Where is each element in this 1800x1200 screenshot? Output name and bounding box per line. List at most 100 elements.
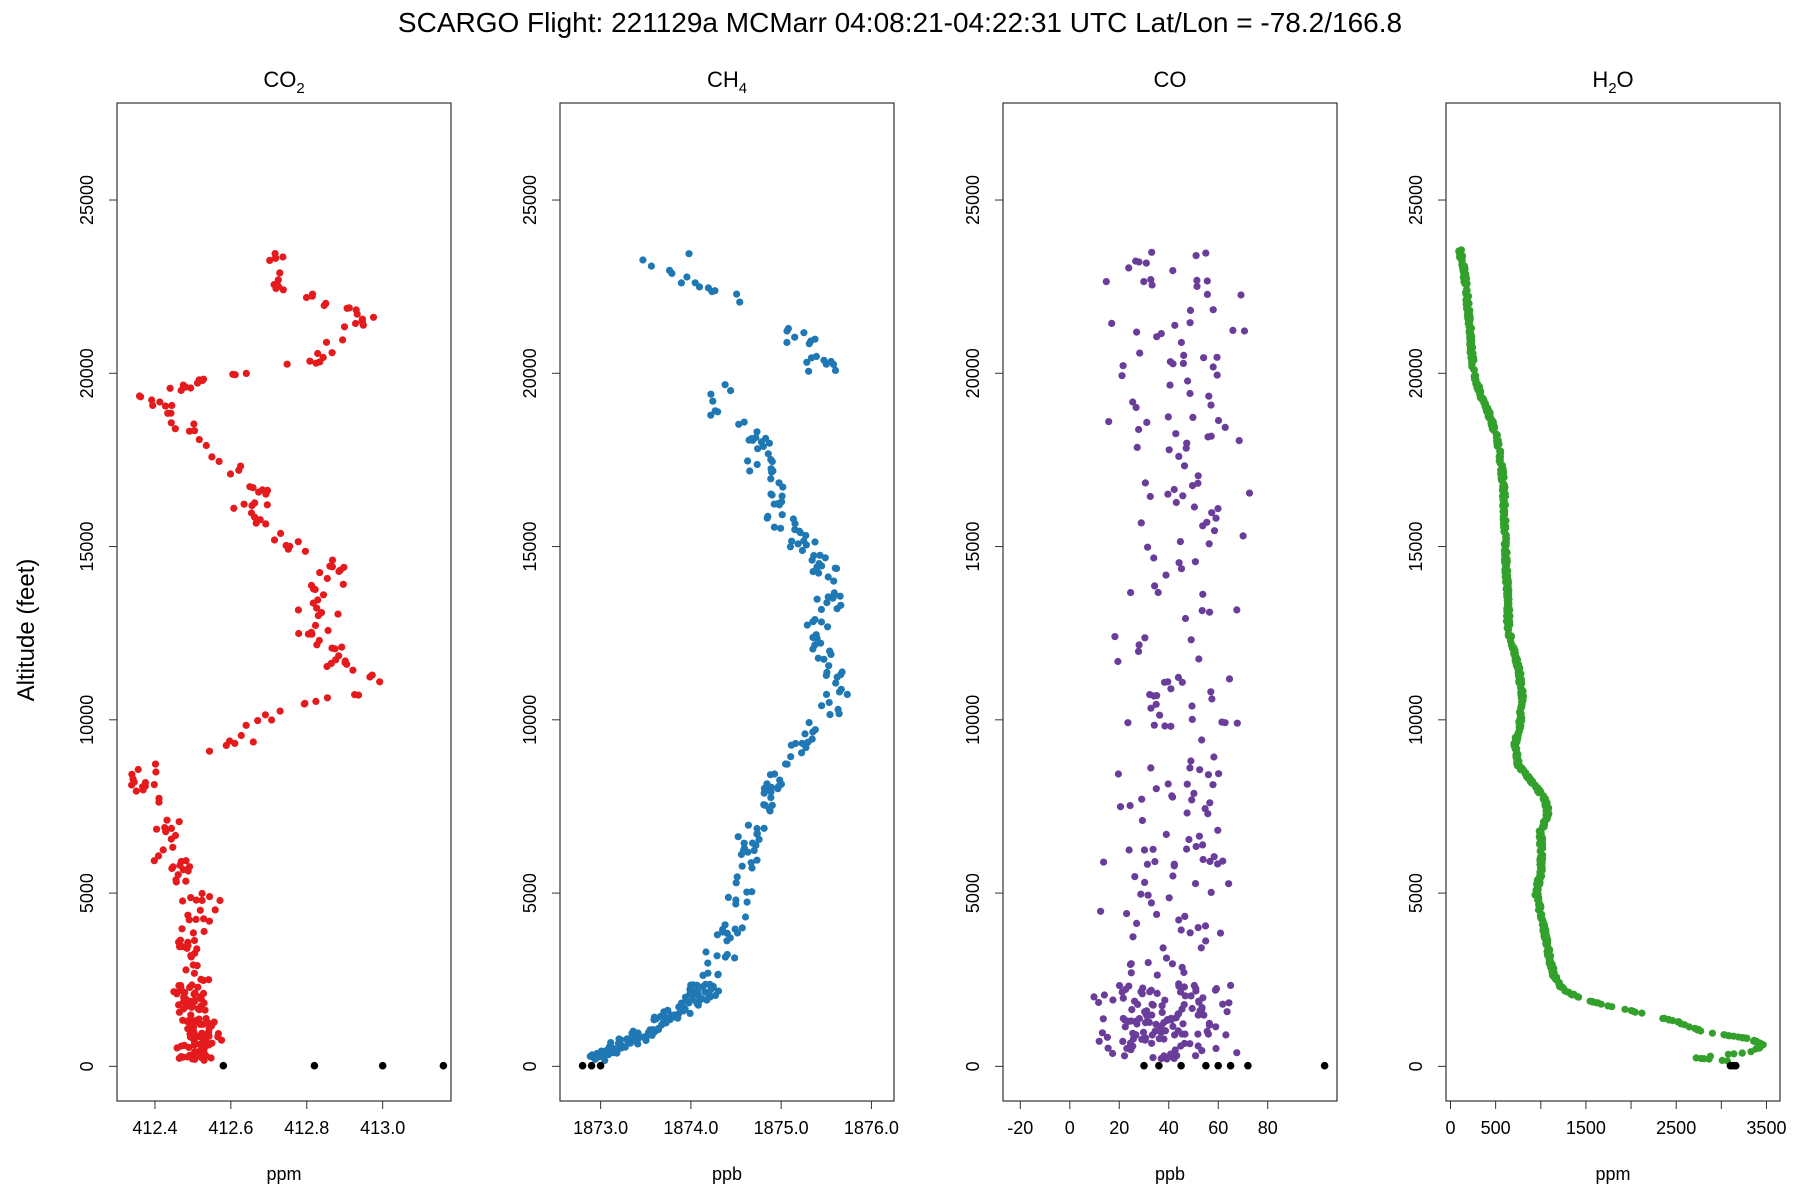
data-point bbox=[1100, 991, 1108, 999]
data-point bbox=[1111, 633, 1119, 641]
data-point bbox=[1755, 1044, 1763, 1052]
data-point bbox=[1513, 757, 1521, 765]
data-point bbox=[1221, 719, 1229, 727]
data-point bbox=[703, 996, 711, 1004]
data-point bbox=[778, 492, 786, 500]
data-point bbox=[309, 599, 317, 607]
data-point bbox=[741, 913, 750, 921]
data-point bbox=[753, 824, 761, 833]
data-point bbox=[768, 801, 776, 809]
data-point bbox=[1197, 944, 1205, 952]
data-point bbox=[172, 878, 180, 886]
data-point bbox=[1169, 1022, 1177, 1031]
data-point bbox=[1179, 1020, 1187, 1028]
data-point bbox=[783, 338, 791, 347]
data-point bbox=[1188, 796, 1196, 804]
data-point bbox=[1192, 842, 1200, 851]
data-point bbox=[1485, 410, 1493, 418]
data-point bbox=[182, 877, 190, 885]
data-point bbox=[177, 386, 185, 395]
data-point bbox=[1194, 472, 1202, 480]
data-point bbox=[190, 990, 198, 998]
data-point bbox=[787, 753, 795, 761]
data-point bbox=[693, 981, 701, 989]
data-point bbox=[748, 864, 756, 872]
data-point bbox=[349, 666, 357, 674]
data-point bbox=[191, 949, 199, 957]
data-point bbox=[1588, 998, 1596, 1006]
data-point bbox=[1212, 985, 1221, 993]
data-point bbox=[1604, 1002, 1612, 1010]
data-point bbox=[1097, 907, 1105, 915]
data-point bbox=[1125, 264, 1133, 272]
data-point bbox=[1147, 704, 1155, 712]
data-point bbox=[755, 835, 763, 844]
data-point bbox=[187, 894, 195, 902]
data-point bbox=[1464, 319, 1472, 328]
data-point bbox=[750, 846, 758, 855]
data-point bbox=[1147, 276, 1155, 284]
data-point bbox=[1102, 278, 1110, 286]
data-point bbox=[1123, 1044, 1131, 1052]
data-point bbox=[1141, 1019, 1150, 1027]
data-point bbox=[1203, 290, 1211, 298]
data-point bbox=[351, 319, 360, 328]
panel-3: CO 0 5000 10000 15000 20000 25000 -20 0 20 40 60 80 p… bbox=[963, 67, 1338, 1184]
data-point bbox=[650, 1013, 659, 1021]
data-point bbox=[662, 1019, 670, 1027]
data-point bbox=[1175, 559, 1183, 567]
data-point bbox=[802, 531, 810, 540]
data-point bbox=[340, 323, 349, 331]
data-point bbox=[1537, 840, 1545, 848]
data-point bbox=[1203, 277, 1211, 285]
data-point bbox=[1621, 1005, 1629, 1013]
data-point bbox=[1169, 793, 1177, 801]
data-point bbox=[821, 554, 829, 562]
ground-point bbox=[1140, 1061, 1148, 1070]
data-point bbox=[1210, 853, 1218, 861]
data-point bbox=[1115, 982, 1124, 990]
data-point bbox=[805, 340, 813, 348]
data-point bbox=[1460, 274, 1468, 282]
data-point bbox=[805, 719, 813, 727]
data-point bbox=[707, 390, 715, 398]
data-point bbox=[1109, 996, 1117, 1004]
data-point bbox=[1147, 899, 1155, 907]
y-tick-label: 25000 bbox=[1406, 175, 1426, 225]
data-point bbox=[175, 982, 183, 990]
y-tick-label: 25000 bbox=[963, 175, 983, 225]
data-point bbox=[667, 1011, 675, 1019]
data-point bbox=[732, 896, 740, 904]
data-point bbox=[1199, 855, 1207, 864]
data-point bbox=[237, 731, 245, 740]
data-point bbox=[324, 626, 332, 635]
data-point bbox=[1184, 377, 1192, 385]
data-point bbox=[154, 852, 163, 860]
data-point bbox=[1532, 784, 1540, 792]
data-point bbox=[795, 527, 803, 535]
data-point bbox=[1135, 1015, 1143, 1023]
data-point bbox=[156, 398, 164, 406]
data-point bbox=[322, 338, 331, 346]
x-tick-label: 80 bbox=[1258, 1118, 1278, 1138]
data-point bbox=[1209, 781, 1217, 789]
data-point bbox=[760, 801, 768, 809]
data-point bbox=[319, 591, 328, 599]
data-point bbox=[711, 407, 719, 415]
data-point bbox=[1132, 1031, 1140, 1039]
data-point bbox=[774, 782, 783, 791]
data-point bbox=[200, 915, 208, 923]
data-point bbox=[1239, 532, 1247, 540]
data-point bbox=[824, 623, 832, 631]
data-point bbox=[167, 824, 175, 833]
data-point bbox=[190, 427, 199, 435]
data-point bbox=[217, 1036, 226, 1044]
data-point bbox=[782, 760, 790, 768]
data-point bbox=[802, 744, 810, 752]
data-point bbox=[339, 336, 347, 344]
data-point bbox=[1216, 929, 1225, 937]
ground-point bbox=[439, 1061, 448, 1070]
data-point bbox=[1510, 644, 1518, 652]
data-point bbox=[738, 862, 746, 870]
data-point bbox=[1121, 1023, 1129, 1031]
